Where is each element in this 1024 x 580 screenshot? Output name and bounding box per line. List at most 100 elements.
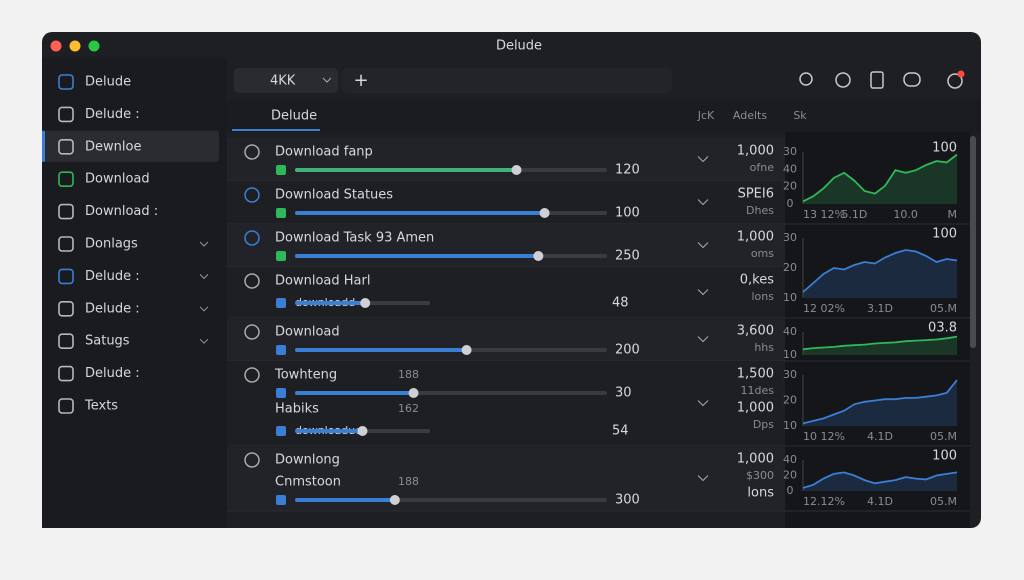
row-title: Downlong — [275, 453, 340, 468]
row-value: 48 — [612, 296, 629, 311]
row-value: 54 — [612, 424, 629, 439]
close[interactable] — [50, 40, 62, 52]
tab-bar — [227, 100, 981, 132]
sidebar-label: Dewnloe — [85, 139, 141, 154]
sidebar-icon — [58, 139, 74, 155]
x-label: 3.1D — [867, 302, 893, 315]
sidebar-label: Download : — [85, 204, 158, 219]
add-button[interactable]: + — [353, 70, 368, 91]
progress-fill — [295, 168, 517, 172]
row-tag: 188 — [398, 368, 419, 381]
row-tag: 188 — [398, 475, 419, 488]
dropdown[interactable] — [234, 68, 338, 93]
progress-knob — [511, 165, 522, 175]
row-stat: SPEI6 — [738, 187, 774, 202]
chart-peak: 100 — [932, 227, 957, 242]
window-title: Delude — [496, 39, 542, 54]
progress-knob — [461, 345, 472, 355]
progress-fill — [295, 254, 539, 258]
sidebar-label: Delude : — [85, 366, 140, 381]
row-icon — [244, 144, 260, 160]
row-value: 300 — [615, 493, 640, 508]
sidebar-label: Delude : — [85, 301, 140, 316]
sidebar-icon — [58, 74, 74, 90]
y-label: 30 — [783, 368, 797, 381]
chart-area — [803, 380, 957, 426]
minimize[interactable] — [69, 40, 81, 52]
scrollbar[interactable] — [970, 136, 976, 348]
chart-line — [802, 249, 958, 293]
selected-item — [42, 130, 219, 162]
status-icon — [276, 388, 286, 398]
tab[interactable]: Delude — [271, 109, 317, 124]
row-icon — [244, 324, 260, 340]
progress-fill — [295, 429, 363, 433]
progress-fill — [295, 348, 467, 352]
sidebar-label: Texts — [84, 399, 118, 414]
row-icon — [244, 273, 260, 289]
row-icon — [244, 367, 260, 383]
sidebar-label: Delude — [85, 75, 131, 90]
chevron — [697, 156, 709, 163]
chart-peak: 100 — [932, 449, 957, 464]
dropdown-label: 4KK — [270, 74, 296, 89]
row-bg — [227, 138, 785, 181]
row-title: Download — [275, 188, 340, 203]
row-accent: Statues — [344, 188, 394, 203]
progress-knob — [357, 426, 368, 436]
search[interactable] — [342, 68, 672, 93]
row-stat: 3,600 — [737, 324, 774, 339]
x-label: 12 02% — [803, 302, 845, 315]
chart-area — [803, 154, 957, 204]
progress-fill — [295, 498, 395, 502]
sidebar-icon — [58, 300, 74, 317]
row-stat: $300 — [746, 469, 774, 482]
row-value: 200 — [615, 343, 640, 358]
sidebar-label: Donlags — [85, 237, 138, 252]
y-label: 40 — [783, 162, 797, 175]
y-label: 20 — [783, 469, 797, 482]
column-header: Sk — [793, 109, 807, 122]
y-label: 0 — [787, 197, 794, 210]
progress-knob — [533, 251, 544, 261]
row-stat: lons — [747, 486, 774, 501]
progress-knob — [389, 495, 400, 505]
chevron — [697, 400, 709, 407]
status-icon — [276, 426, 286, 436]
row-stat: 1,000 — [737, 452, 774, 467]
row-stat: ofne — [750, 161, 775, 174]
x-label: 10.0 — [893, 208, 918, 221]
sidebar-icon — [58, 236, 74, 252]
row-title: Towhteng — [274, 368, 337, 383]
chevron — [697, 199, 709, 206]
zoom[interactable] — [88, 40, 100, 52]
row-bg — [227, 318, 785, 361]
x-label: 05.M — [930, 430, 957, 443]
x-label: 13 12% — [803, 208, 845, 221]
y-label: 40 — [783, 325, 797, 338]
sidebar-label: Satugs — [85, 334, 130, 349]
chart-line — [802, 335, 958, 351]
chart-line — [802, 379, 958, 425]
x-label: 4.1D — [867, 430, 893, 443]
badge — [957, 70, 965, 78]
chevron — [199, 306, 209, 312]
row-stat: Dhes — [746, 204, 774, 217]
row-title: Download — [275, 325, 340, 340]
chevron — [697, 289, 709, 296]
chart-line — [802, 153, 958, 203]
x-label: 12.12% — [803, 495, 845, 508]
row-title: Download — [275, 231, 340, 246]
y-label: 30 — [783, 145, 797, 158]
y-label: 10 — [783, 419, 797, 432]
row-value: 250 — [615, 249, 640, 264]
chart-peak: 03.8 — [928, 321, 957, 336]
chevron — [199, 274, 209, 280]
toolbar-icons — [799, 71, 963, 89]
x-label: 05.M — [930, 302, 957, 315]
y-label: 20 — [783, 261, 797, 274]
x-label: 5.1D — [841, 208, 867, 221]
row-stat: 1,000 — [737, 230, 774, 245]
column-header: Adelts — [733, 109, 767, 122]
row-stat: 1,500 — [737, 367, 774, 382]
